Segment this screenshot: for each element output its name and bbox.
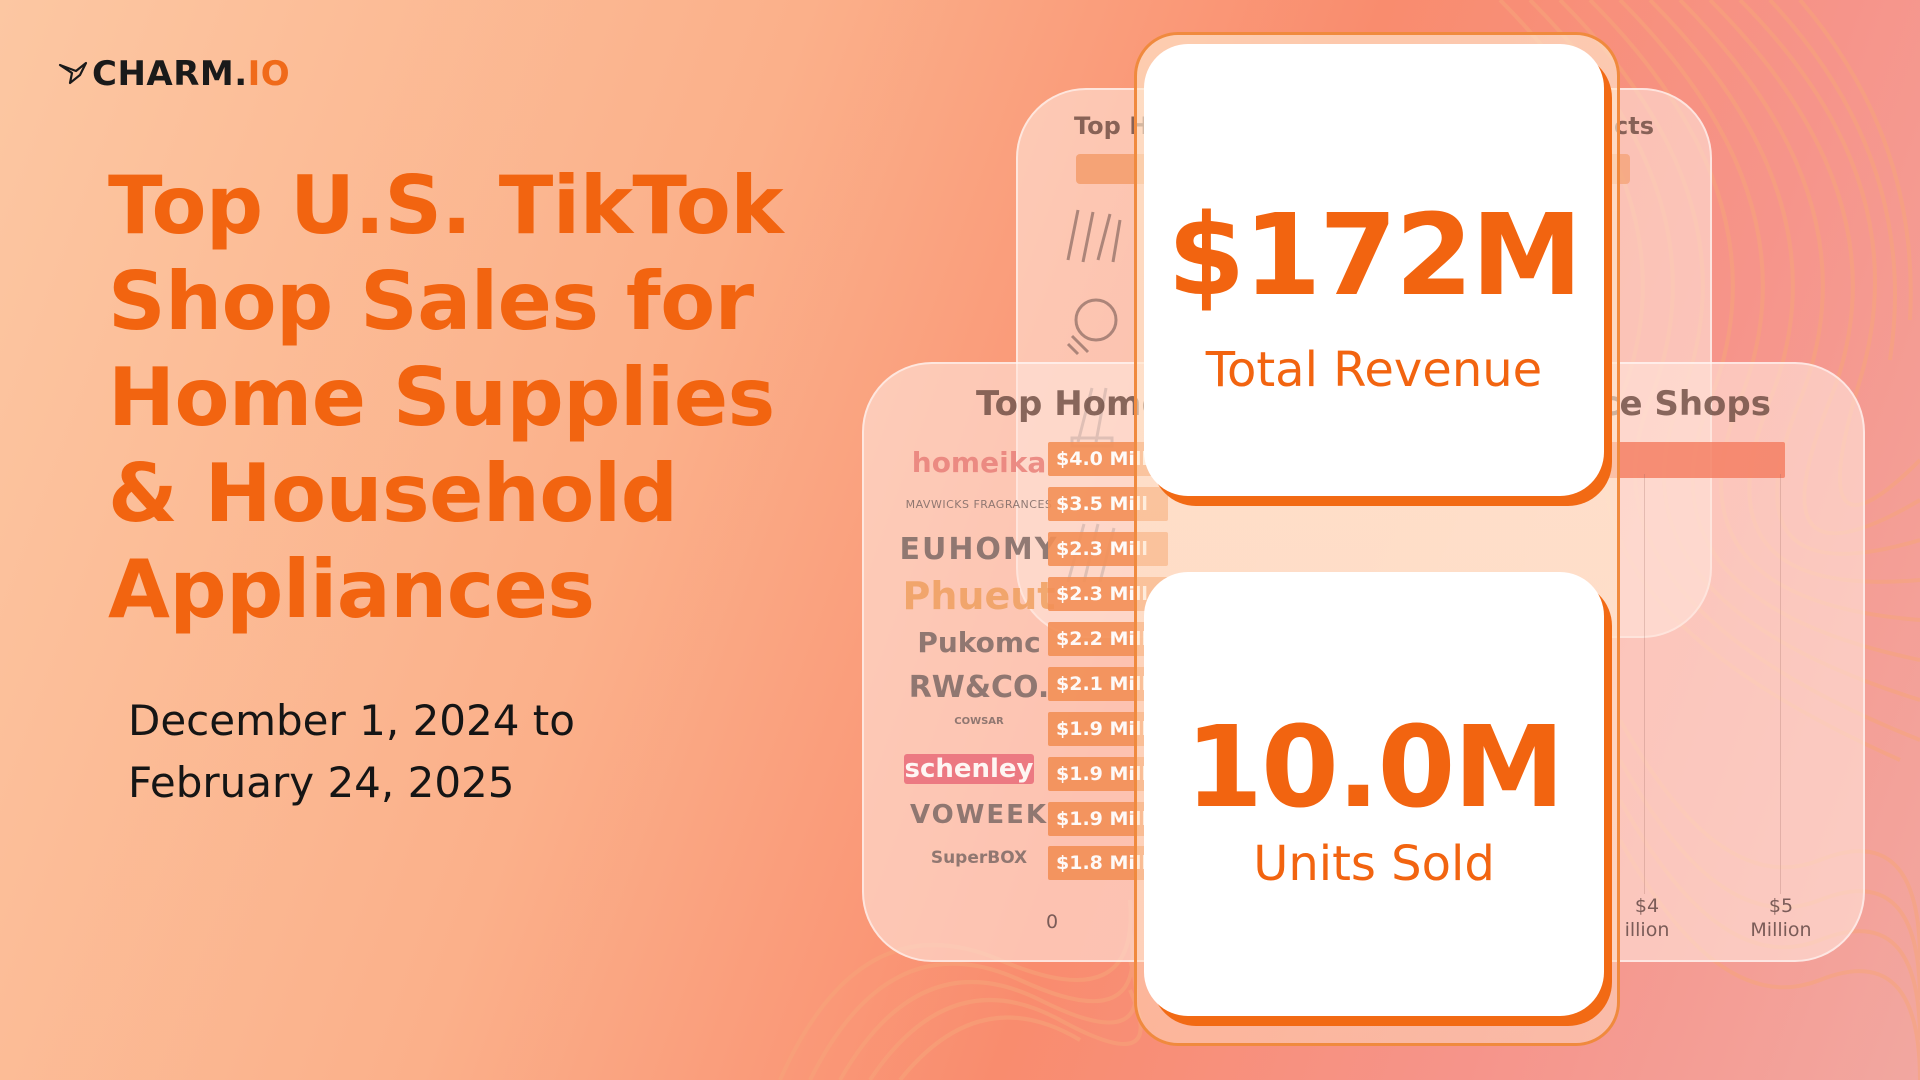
axis-tick-unit: illion	[1624, 919, 1670, 941]
chart-gridline	[1644, 474, 1645, 894]
brand-logo-cowsar: COWSAR	[954, 716, 1004, 727]
faded-panel-title-right: cts	[1614, 112, 1654, 140]
faded-chart-title-left: Top Home	[976, 384, 1165, 424]
faded-chart-title-right: ce Shops	[1599, 384, 1771, 424]
units-sold-card: 10.0M Units Sold	[1144, 572, 1604, 1016]
logo-text-accent: IO	[247, 54, 291, 94]
axis-tick-value: $5	[1768, 895, 1794, 917]
chart-bar-label: $1.8 Mill	[1048, 846, 1168, 880]
units-sold-label: Units Sold	[1253, 836, 1495, 892]
charm-io-logo[interactable]: CHARM. IO	[58, 54, 290, 94]
total-revenue-label: Total Revenue	[1205, 342, 1543, 398]
logo-text-main: CHARM.	[92, 54, 248, 94]
brand-logo-superbox: SuperBOX	[930, 848, 1028, 868]
brand-logo-mavwicks: MAVWICKS FRAGRANCES	[905, 498, 1053, 511]
steamer-icon	[1066, 298, 1118, 356]
axis-tick-label: $4 illion	[1612, 894, 1682, 942]
origami-bird-icon	[58, 61, 88, 85]
total-revenue-value: $172M	[1167, 191, 1582, 321]
axis-tick-unit: Million	[1750, 919, 1812, 941]
vacuum-icon	[1066, 209, 1122, 263]
total-revenue-card: $172M Total Revenue	[1144, 44, 1604, 496]
page-title: Top U.S. TikTok Shop Sales for Home Supp…	[108, 159, 784, 636]
date-range: December 1, 2024 to February 24, 2025	[128, 696, 575, 807]
brand-logo-voweek: VOWEEK	[909, 800, 1049, 830]
brand-logo-rwco: RW&CO.	[908, 670, 1050, 705]
units-sold-value: 10.0M	[1185, 703, 1565, 833]
axis-tick-value: $4	[1634, 895, 1660, 917]
brand-logo-homeika: homeika	[911, 446, 1047, 479]
chart-gridline	[1780, 474, 1781, 894]
brand-logo-pukomc: Pukomc	[917, 626, 1041, 659]
brand-logo-schenley: schenley	[904, 754, 1034, 784]
brand-logo-phueut: Phueut	[902, 574, 1056, 618]
brand-logo-euhomy: EUHOMY	[899, 532, 1059, 567]
axis-tick-label: 0	[1045, 911, 1059, 933]
axis-tick-label: $5 Million	[1736, 894, 1826, 942]
